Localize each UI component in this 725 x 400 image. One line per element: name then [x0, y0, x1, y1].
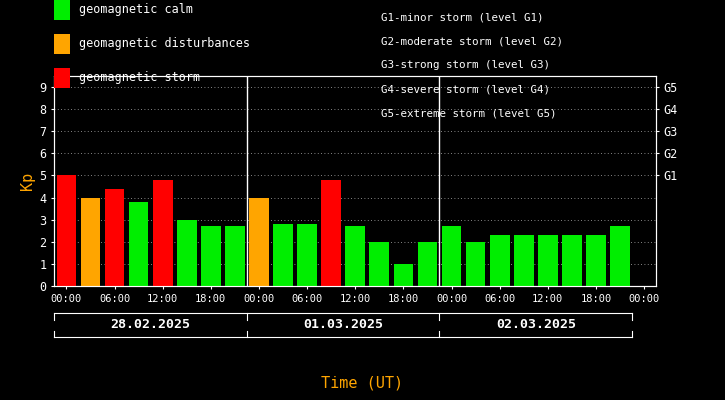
Bar — [442, 226, 461, 286]
Text: geomagnetic calm: geomagnetic calm — [79, 4, 193, 16]
Bar — [80, 198, 100, 286]
Text: 01.03.2025: 01.03.2025 — [303, 318, 384, 330]
Bar — [562, 235, 581, 286]
Text: G4-severe storm (level G4): G4-severe storm (level G4) — [381, 84, 550, 94]
Bar — [57, 176, 76, 286]
Bar — [104, 189, 125, 286]
Bar — [418, 242, 437, 286]
Bar — [586, 235, 606, 286]
Text: G5-extreme storm (level G5): G5-extreme storm (level G5) — [381, 108, 556, 118]
Bar — [394, 264, 413, 286]
Bar — [129, 202, 149, 286]
Bar — [610, 226, 630, 286]
Bar — [297, 224, 317, 286]
Bar — [273, 224, 293, 286]
Text: G2-moderate storm (level G2): G2-moderate storm (level G2) — [381, 36, 563, 46]
Bar — [345, 226, 365, 286]
Y-axis label: Kp: Kp — [20, 172, 36, 190]
Bar — [249, 198, 269, 286]
Bar — [177, 220, 196, 286]
Bar — [465, 242, 486, 286]
Text: G1-minor storm (level G1): G1-minor storm (level G1) — [381, 12, 543, 22]
Bar — [514, 235, 534, 286]
Bar — [153, 180, 173, 286]
Text: 02.03.2025: 02.03.2025 — [496, 318, 576, 330]
Text: G3-strong storm (level G3): G3-strong storm (level G3) — [381, 60, 550, 70]
Text: geomagnetic storm: geomagnetic storm — [79, 72, 200, 84]
Bar — [490, 235, 510, 286]
Bar — [321, 180, 341, 286]
Bar — [225, 226, 245, 286]
Bar — [201, 226, 220, 286]
Text: Time (UT): Time (UT) — [321, 375, 404, 390]
Text: geomagnetic disturbances: geomagnetic disturbances — [79, 38, 250, 50]
Bar — [538, 235, 558, 286]
Bar — [370, 242, 389, 286]
Text: 28.02.2025: 28.02.2025 — [111, 318, 191, 330]
